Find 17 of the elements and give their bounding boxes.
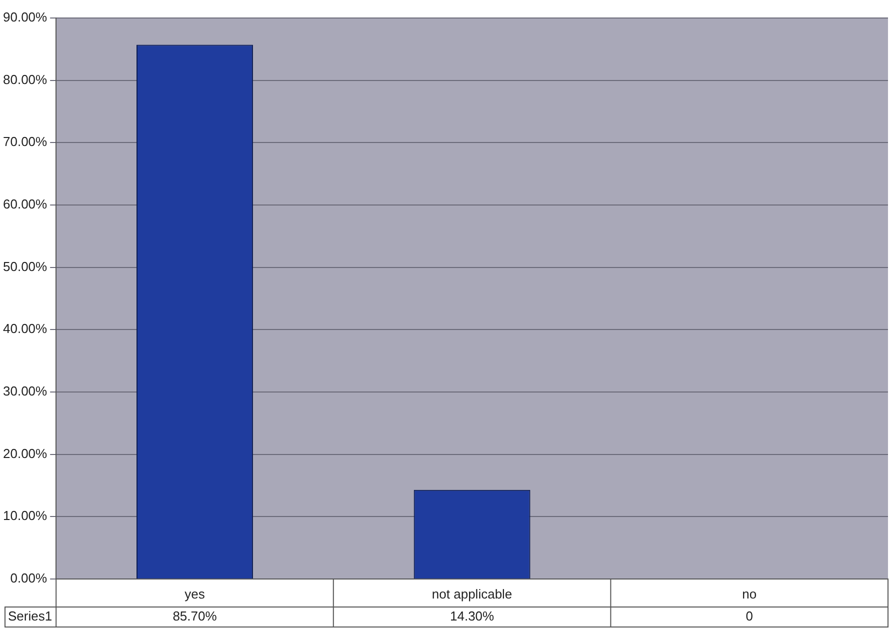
- text: Series1: [8, 608, 52, 624]
- data-label: 85.70%: [172, 608, 218, 624]
- y-tick-label: 80.00%: [2, 72, 48, 87]
- y-tick-label: 70.00%: [2, 134, 48, 150]
- y-tick-label: 50.00%: [2, 258, 48, 274]
- data-label: 14.30%: [450, 608, 495, 624]
- y-tick-label: 10.00%: [2, 508, 48, 524]
- data-label: 0: [746, 608, 753, 624]
- y-tick-label: 30.00%: [2, 384, 48, 399]
- y-tick-label: 20.00%: [2, 446, 48, 461]
- y-tick-label: 90.00%: [2, 10, 48, 25]
- x-tick-label: yes: [184, 586, 206, 602]
- y-tick-label: 40.00%: [2, 321, 48, 336]
- y-tick-label: 0.00%: [10, 570, 48, 586]
- x-tick-label: not applicable: [432, 586, 512, 602]
- x-tick-label: no: [742, 586, 757, 602]
- y-tick-label: 60.00%: [2, 196, 48, 212]
